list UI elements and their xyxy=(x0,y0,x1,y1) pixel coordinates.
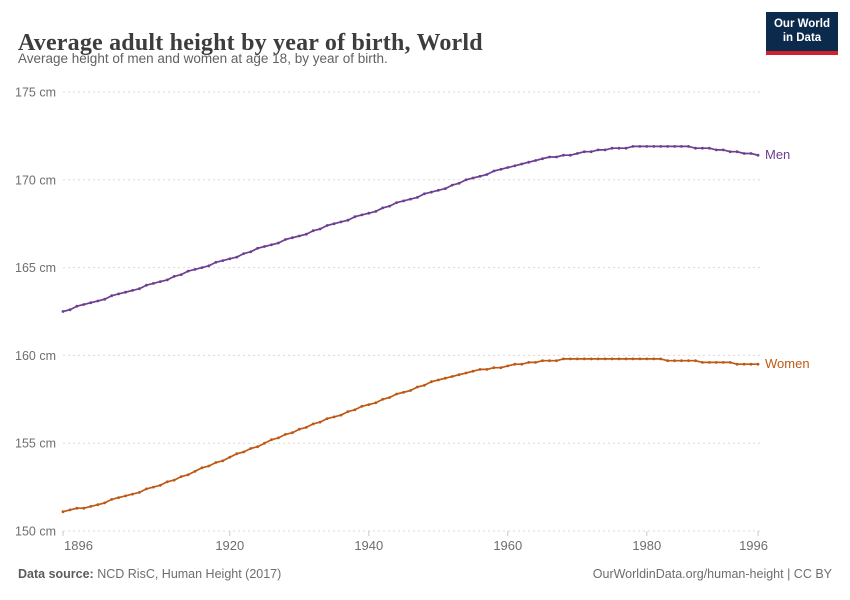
x-tick-label: 1980 xyxy=(632,538,661,553)
y-tick-label: 155 cm xyxy=(15,437,56,451)
y-tick-label: 175 cm xyxy=(15,86,56,100)
men-line xyxy=(62,145,759,313)
x-tick-label: 1896 xyxy=(64,538,93,553)
data-source-note: Data source: NCD RisC, Human Height (201… xyxy=(18,567,281,581)
owid-logo-line1: Our World xyxy=(773,18,830,30)
credit-link[interactable]: OurWorldinData.org/human-height | CC BY xyxy=(592,567,832,581)
y-tick-label: 160 cm xyxy=(15,349,56,363)
x-tick-label: 1920 xyxy=(215,538,244,553)
x-axis-ticks: 1896 1920 1940 1960 1980 1996 xyxy=(62,531,768,553)
page-title: Average adult height by year of birth, W… xyxy=(18,30,483,57)
women-series-label: Women xyxy=(765,356,810,371)
line-chart: 150 cm 155 cm 160 cm 165 cm 170 cm 175 cm 1896… xyxy=(0,80,850,560)
data-source-value: NCD RisC, Human Height (2017) xyxy=(93,567,282,581)
y-tick-label: 165 cm xyxy=(15,261,56,275)
chart-footer: Data source: NCD RisC, Human Height (201… xyxy=(18,567,832,581)
men-series-label: Men xyxy=(765,147,790,162)
men-series: Men xyxy=(61,145,790,313)
owid-logo-line2: in Data xyxy=(782,32,822,45)
y-tick-label: 150 cm xyxy=(15,525,56,539)
women-line xyxy=(62,358,758,513)
owid-logo[interactable]: Our World in Data xyxy=(766,12,838,55)
y-axis-labels: 150 cm 155 cm 160 cm 165 cm 170 cm 175 cm xyxy=(15,86,56,539)
y-tick-label: 170 cm xyxy=(15,173,56,187)
women-series: Women xyxy=(61,356,810,514)
chart-subtitle: Average height of men and women at age 1… xyxy=(18,51,388,66)
x-tick-label: 1996 xyxy=(739,538,768,553)
data-source-label: Data source: xyxy=(18,567,94,581)
x-tick-label: 1940 xyxy=(354,538,383,553)
x-tick-label: 1960 xyxy=(493,538,522,553)
y-gridlines xyxy=(63,91,762,532)
chart-canvas: 150 cm 155 cm 160 cm 165 cm 170 cm 175 cm 1896… xyxy=(15,86,810,554)
